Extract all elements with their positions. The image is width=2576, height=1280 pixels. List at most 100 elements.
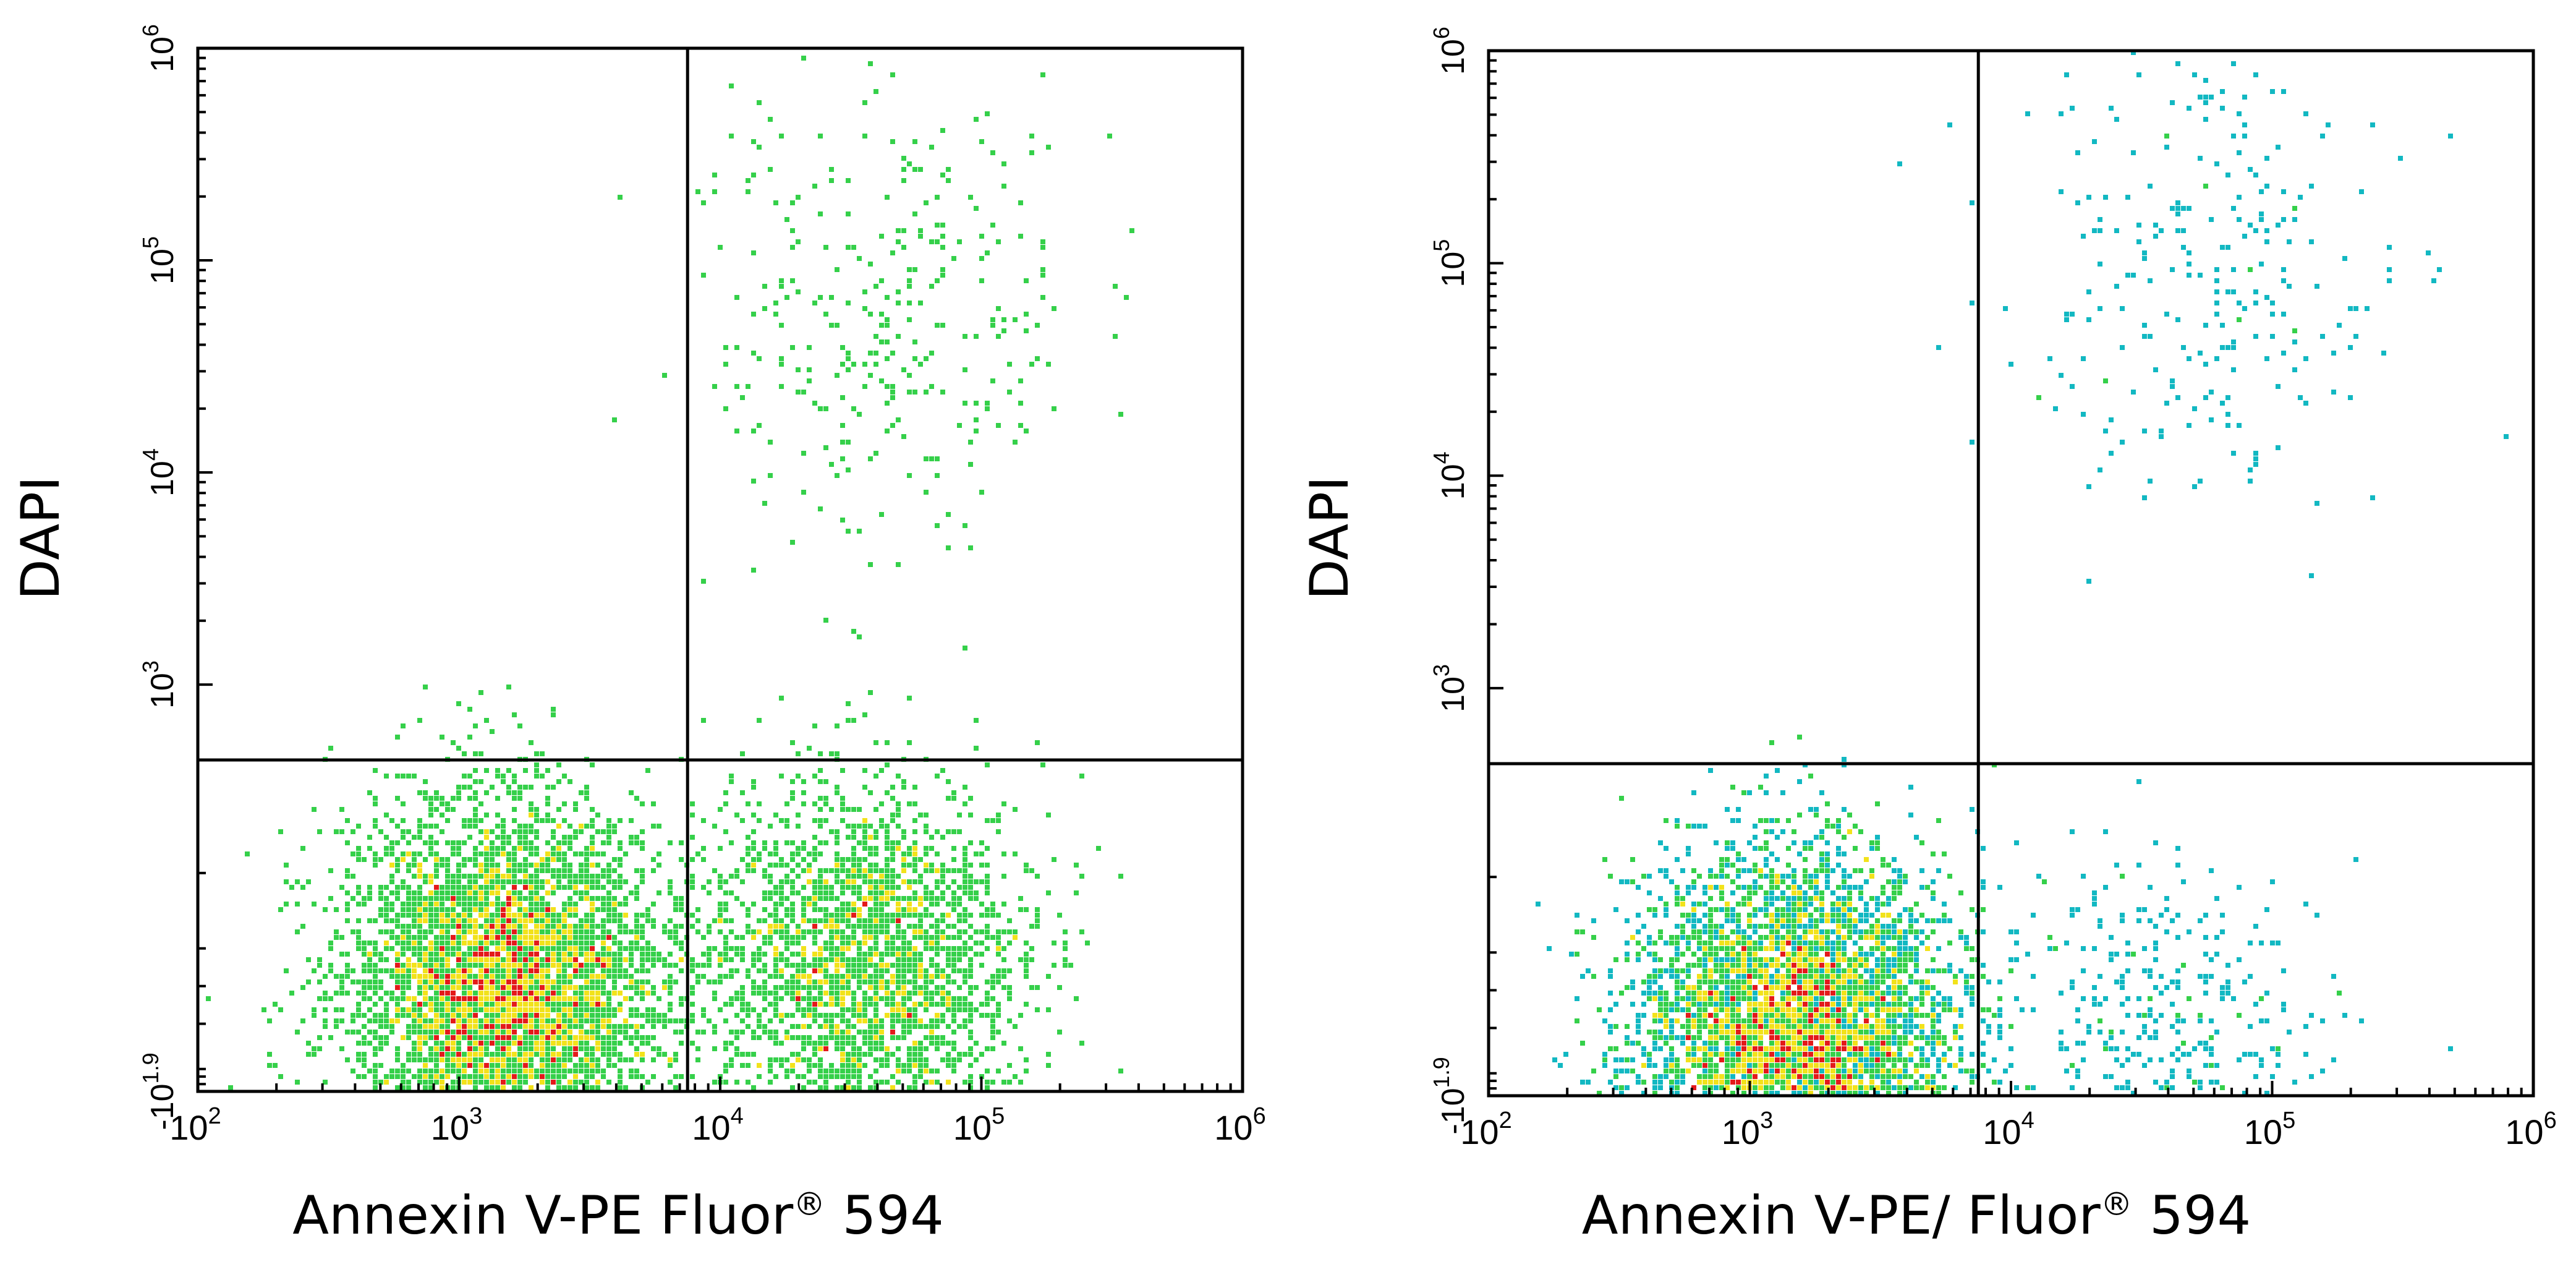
event-cell bbox=[317, 1046, 322, 1051]
event-cell bbox=[818, 211, 823, 216]
event-cell bbox=[968, 874, 973, 879]
event-cell bbox=[857, 941, 862, 945]
event-cell bbox=[1007, 1018, 1012, 1023]
event-cell bbox=[1825, 968, 1830, 973]
event-cell bbox=[562, 968, 567, 973]
event-cell bbox=[573, 1052, 578, 1057]
event-cell bbox=[584, 996, 589, 1001]
event-cell bbox=[462, 902, 467, 907]
event-cell bbox=[874, 863, 878, 868]
event-cell bbox=[1931, 985, 1936, 990]
event-cell bbox=[590, 996, 595, 1001]
event-cell bbox=[801, 801, 806, 806]
event-cell bbox=[918, 1057, 923, 1062]
left-dot-plot: 102 103 104 105 106-101.9103104105106Annexin… bbox=[10, 24, 1266, 1247]
event-cell bbox=[807, 918, 812, 923]
event-cell bbox=[862, 879, 867, 884]
event-cell bbox=[868, 952, 873, 957]
event-cell bbox=[551, 1074, 556, 1079]
event-cell bbox=[1035, 323, 1040, 328]
event-cell bbox=[935, 456, 940, 461]
event-cell bbox=[773, 1074, 778, 1079]
event-cell bbox=[1786, 929, 1791, 934]
event-cell bbox=[912, 339, 917, 344]
event-cell bbox=[874, 1024, 878, 1029]
event-cell bbox=[807, 929, 812, 934]
event-cell bbox=[1630, 879, 1635, 884]
event-cell bbox=[890, 840, 895, 845]
event-cell bbox=[768, 440, 773, 445]
event-cell bbox=[545, 913, 550, 918]
event-cell bbox=[584, 896, 589, 901]
event-cell bbox=[540, 996, 545, 1001]
event-cell bbox=[1719, 1052, 1724, 1057]
event-cell bbox=[512, 851, 517, 856]
event-cell bbox=[935, 1018, 940, 1023]
event-cell bbox=[456, 868, 461, 873]
event-cell bbox=[462, 874, 467, 879]
event-cell bbox=[723, 902, 728, 907]
event-cell bbox=[935, 985, 940, 990]
event-cell bbox=[473, 768, 478, 773]
event-cell bbox=[456, 913, 461, 918]
event-cell bbox=[1024, 974, 1029, 979]
event-cell bbox=[662, 1013, 667, 1018]
event-cell bbox=[1825, 963, 1830, 968]
event-cell bbox=[579, 974, 584, 979]
event-cell bbox=[1881, 968, 1885, 973]
event-cell bbox=[512, 1007, 517, 1012]
event-cell bbox=[1641, 874, 1646, 879]
event-cell bbox=[618, 924, 623, 929]
event-cell bbox=[846, 1041, 851, 1046]
event-cell bbox=[1758, 924, 1763, 929]
event-cell bbox=[378, 968, 383, 973]
event-cell bbox=[606, 957, 611, 962]
event-cell bbox=[857, 952, 862, 957]
event-cell bbox=[985, 907, 990, 912]
event-cell bbox=[790, 890, 795, 895]
event-cell bbox=[384, 907, 389, 912]
event-cell bbox=[807, 991, 812, 996]
event-cell bbox=[857, 1007, 862, 1012]
event-cell bbox=[417, 851, 422, 856]
event-cell bbox=[784, 979, 789, 984]
event-cell bbox=[534, 996, 539, 1001]
event-cell bbox=[1018, 907, 1023, 912]
event-cell bbox=[868, 690, 873, 695]
event-cell bbox=[501, 818, 506, 823]
event-cell bbox=[495, 907, 500, 912]
event-cell bbox=[879, 879, 884, 884]
event-cell bbox=[1869, 1035, 1874, 1040]
event-cell bbox=[495, 824, 500, 829]
event-cell bbox=[679, 946, 684, 951]
event-cell bbox=[951, 1030, 956, 1035]
event-cell bbox=[990, 1046, 995, 1051]
event-cell bbox=[773, 957, 778, 962]
event-cell bbox=[529, 946, 533, 951]
event-cell bbox=[784, 879, 789, 884]
event-cell bbox=[857, 1046, 862, 1051]
event-cell bbox=[1758, 818, 1763, 823]
event-cell bbox=[907, 161, 912, 166]
event-cell bbox=[812, 774, 817, 779]
event-cell bbox=[567, 1007, 572, 1012]
event-cell bbox=[478, 751, 483, 756]
event-cell bbox=[963, 913, 967, 918]
event-cell bbox=[868, 963, 873, 968]
event-cell bbox=[300, 846, 305, 851]
event-cell bbox=[339, 952, 344, 957]
event-cell bbox=[640, 929, 645, 934]
event-cell bbox=[623, 879, 628, 884]
event-cell bbox=[618, 952, 623, 957]
event-cell bbox=[1758, 1046, 1763, 1051]
event-cell bbox=[551, 1018, 556, 1023]
event-cell bbox=[556, 851, 561, 856]
event-cell bbox=[768, 1035, 773, 1040]
event-cell bbox=[467, 1007, 472, 1012]
event-cell bbox=[1925, 1085, 1930, 1090]
event-cell bbox=[440, 885, 444, 890]
event-cell bbox=[645, 1041, 650, 1046]
event-cell bbox=[1714, 1052, 1719, 1057]
event-cell bbox=[879, 801, 884, 806]
event-cell bbox=[640, 991, 645, 996]
